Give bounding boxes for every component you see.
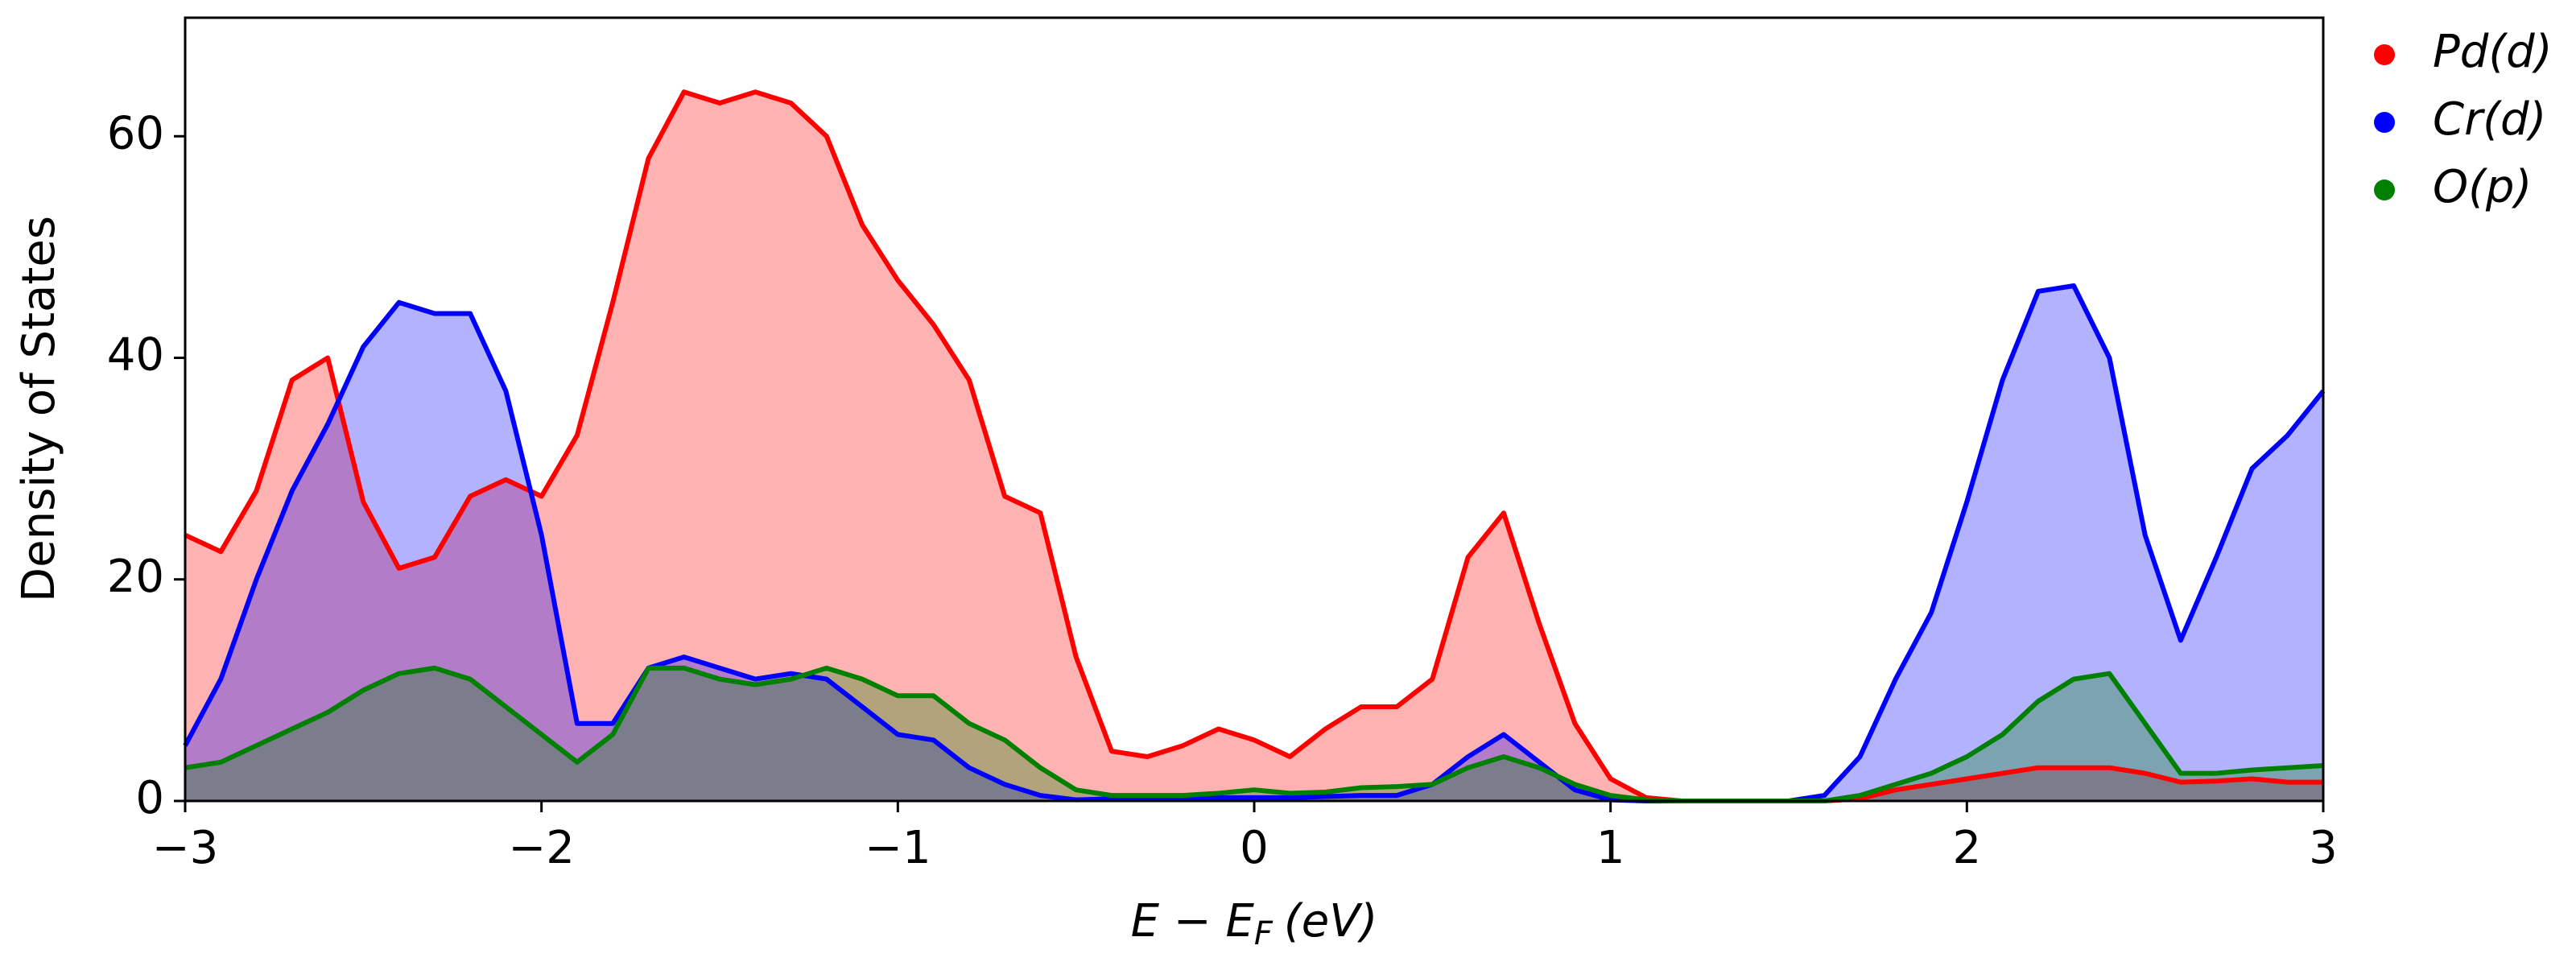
x-tick-label: 2: [1953, 822, 1982, 874]
legend-label: Pd(d): [2433, 26, 2553, 78]
x-tick-label: −3: [152, 822, 219, 874]
y-axis-label: Density of States: [13, 216, 65, 602]
area-fill: [185, 92, 2323, 801]
x-tick-label: 1: [1596, 822, 1625, 874]
line: [184, 665, 2324, 803]
y-tick-label: 60: [107, 107, 164, 159]
y-tick-label: 20: [107, 551, 164, 603]
x-tick-label: −1: [865, 822, 931, 874]
legend-marker: [2374, 112, 2395, 133]
area-fill: [185, 286, 2323, 801]
y-tick-label: 40: [107, 329, 164, 382]
area-fill: [185, 667, 2323, 801]
x-label-unit: (eV): [1284, 895, 1377, 947]
x-tick-label: 3: [2309, 822, 2338, 874]
x-tick-label: 0: [1240, 822, 1269, 874]
x-label-sub: F: [1254, 915, 1274, 952]
legend-marker: [2374, 180, 2395, 200]
x-label-main: E − E: [1131, 895, 1255, 947]
legend-label: O(p): [2433, 161, 2532, 213]
x-axis-label: E − EF (eV): [1131, 895, 1378, 952]
legend-label: Cr(d): [2433, 93, 2546, 146]
line: [183, 283, 2326, 803]
y-tick-label: 0: [135, 772, 164, 824]
legend-marker: [2374, 44, 2395, 65]
line: [184, 89, 2323, 803]
x-tick-label: −2: [508, 822, 575, 874]
